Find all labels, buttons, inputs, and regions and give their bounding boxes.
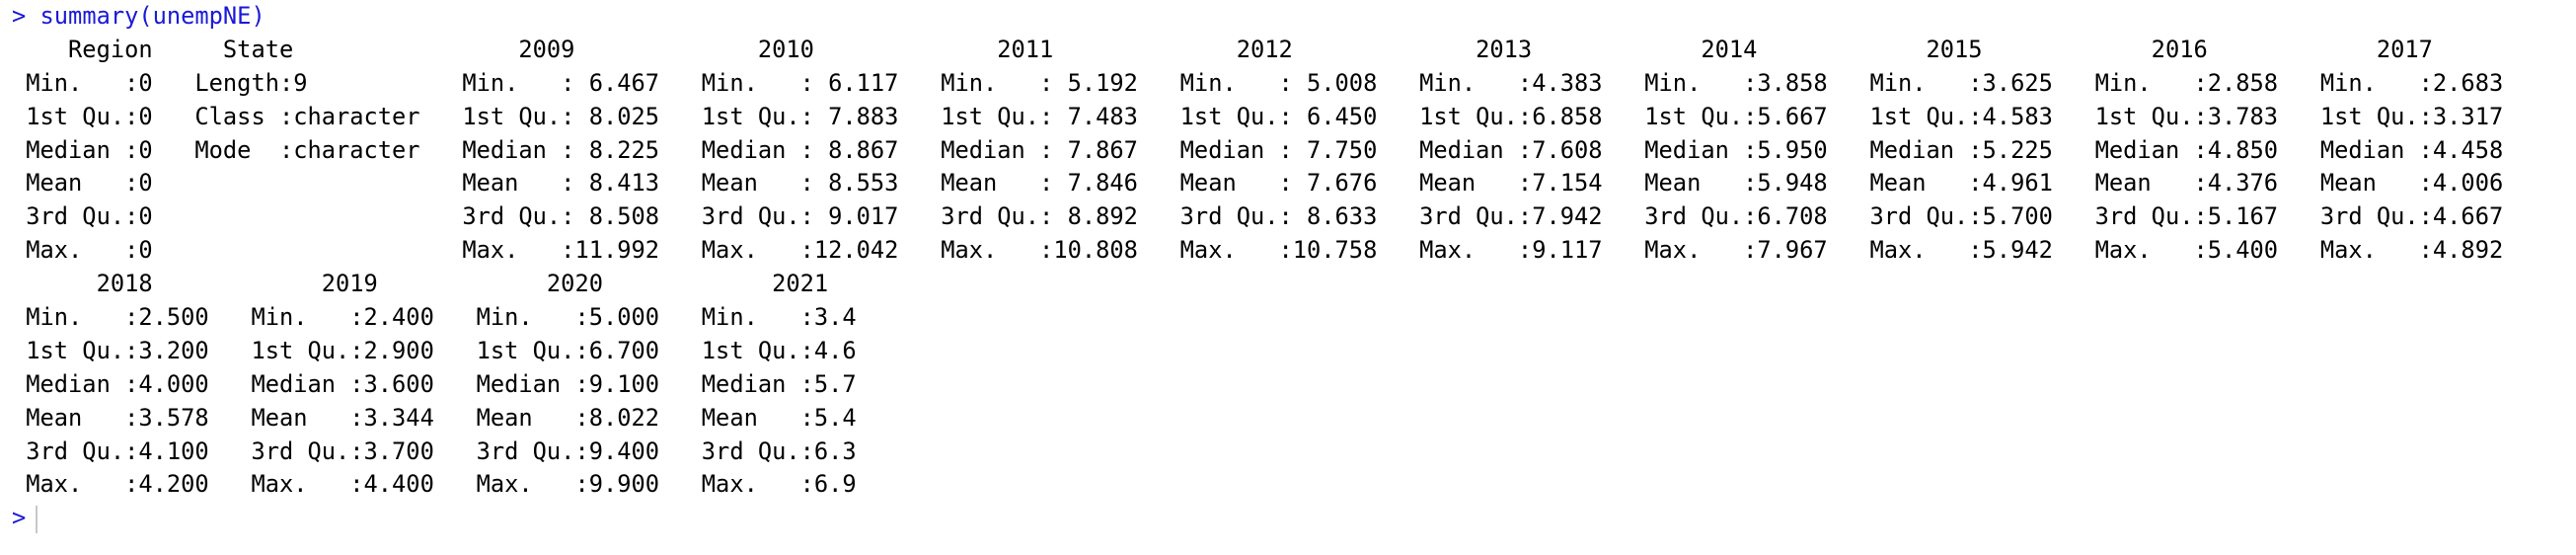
text-cursor [36,505,38,533]
summary-output-block-1: Region State 2009 2010 2011 2012 2013 20… [12,34,2568,268]
prompt-symbol: > [12,2,27,30]
input-line[interactable]: > [12,502,2568,535]
r-console[interactable]: > summary(unempNE) Region State 2009 201… [12,0,2568,555]
summary-row-3rd-qu: 3rd Qu.:4.100 3rd Qu.:3.700 3rd Qu.:9.40… [12,436,885,465]
command-text: summary(unempNE) [39,2,265,30]
summary-row-min: Min. :0 Length:9 Min. : 6.467 Min. : 6.1… [12,68,2532,97]
summary-header-row: Region State 2009 2010 2011 2012 2013 20… [12,35,2518,63]
summary-row-max: Max. :4.200 Max. :4.400 Max. :9.900 Max.… [12,470,885,499]
summary-header-row: 2018 2019 2020 2021 [12,270,885,298]
command-line: > summary(unempNE) [12,0,2568,34]
summary-row-max: Max. :0 Max. :11.992 Max. :12.042 Max. :… [12,236,2532,265]
summary-row-mean: Mean :0 Mean : 8.413 Mean : 8.553 Mean :… [12,169,2532,198]
prompt-symbol: > [12,504,27,532]
summary-row-3rd-qu: 3rd Qu.:0 3rd Qu.: 8.508 3rd Qu.: 9.017 … [12,202,2532,231]
summary-row-mean: Mean :3.578 Mean :3.344 Mean :8.022 Mean… [12,403,885,432]
summary-row-median: Median :0 Mode :character Median : 8.225… [12,135,2532,164]
summary-row-median: Median :4.000 Median :3.600 Median :9.10… [12,369,885,398]
summary-output-block-2: 2018 2019 2020 2021 Min. :2.500 Min. :2.… [12,268,2568,502]
summary-row-1st-qu: 1st Qu.:3.200 1st Qu.:2.900 1st Qu.:6.70… [12,336,885,364]
summary-row-1st-qu: 1st Qu.:0 Class :character 1st Qu.: 8.02… [12,102,2532,130]
summary-row-min: Min. :2.500 Min. :2.400 Min. :5.000 Min.… [12,303,885,332]
